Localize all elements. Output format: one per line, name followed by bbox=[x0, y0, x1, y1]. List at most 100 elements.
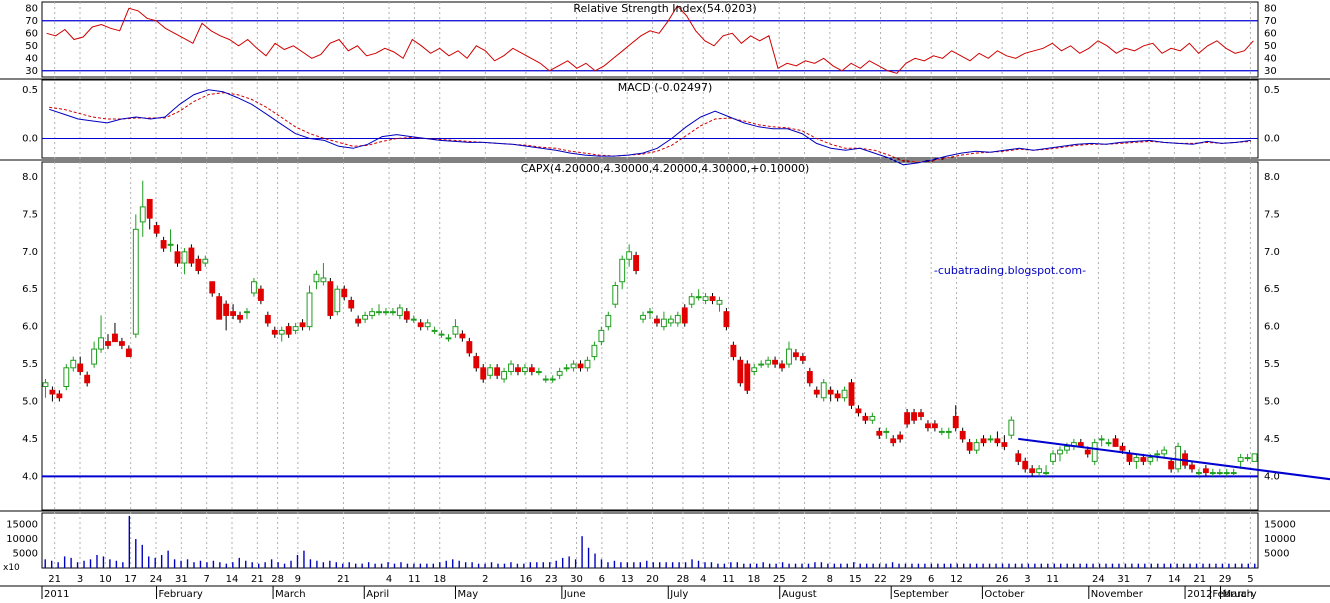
volume-ytick-left: 10000 bbox=[6, 534, 38, 545]
candle-body bbox=[139, 206, 146, 223]
candle-body bbox=[424, 322, 431, 328]
rsi-ytick-right: 30 bbox=[1264, 66, 1277, 77]
candle-body bbox=[876, 430, 883, 436]
candle-body bbox=[292, 326, 299, 331]
day-label: 11 bbox=[408, 574, 421, 585]
candle-body bbox=[389, 311, 396, 314]
month-label: September bbox=[893, 589, 949, 599]
candle-body bbox=[174, 251, 181, 264]
candle-body bbox=[1244, 457, 1251, 460]
rsi-ytick-right: 40 bbox=[1264, 53, 1277, 64]
candle-body bbox=[702, 296, 709, 301]
candle-body bbox=[445, 337, 452, 340]
rsi-ytick-left: 70 bbox=[25, 16, 38, 27]
month-label: July bbox=[669, 589, 688, 599]
candle-body bbox=[1140, 457, 1147, 462]
candle-body bbox=[369, 311, 375, 316]
price-ytick-left: 5.5 bbox=[22, 359, 38, 370]
price-ytick-right: 7.5 bbox=[1264, 209, 1280, 220]
candle-body bbox=[285, 326, 292, 335]
candle-body bbox=[542, 378, 549, 381]
day-label: 12 bbox=[950, 574, 963, 585]
candle-body bbox=[980, 438, 987, 444]
candle-body bbox=[598, 329, 605, 343]
candle-body bbox=[459, 333, 466, 339]
month-label: 2011 bbox=[44, 589, 69, 599]
candle-body bbox=[1175, 445, 1182, 470]
day-label: 24 bbox=[150, 574, 163, 585]
candle-body bbox=[897, 434, 904, 440]
candle-body bbox=[63, 367, 70, 388]
month-label: June bbox=[563, 589, 586, 599]
candle-body bbox=[431, 329, 438, 332]
candle-body bbox=[515, 367, 521, 373]
candle-body bbox=[230, 311, 237, 316]
candle-body bbox=[640, 314, 646, 320]
candle-body bbox=[1015, 453, 1022, 462]
candle-body bbox=[952, 415, 959, 429]
price-ytick-right: 7.0 bbox=[1264, 247, 1280, 258]
candle-body bbox=[883, 430, 890, 433]
vertical-grid bbox=[54, 2, 1251, 568]
candle-body bbox=[959, 430, 966, 440]
candle-body bbox=[855, 408, 862, 414]
candle-body bbox=[709, 296, 716, 301]
candle-body bbox=[806, 371, 813, 384]
month-label: 2012 bbox=[1187, 589, 1212, 599]
candle-body bbox=[362, 314, 369, 320]
candle-body bbox=[1036, 468, 1043, 474]
candle-body bbox=[890, 438, 897, 444]
month-label: October bbox=[984, 589, 1025, 599]
candle-body bbox=[570, 363, 577, 369]
rsi-ytick-left: 50 bbox=[25, 41, 38, 52]
candle-body bbox=[931, 423, 938, 429]
candle-body bbox=[556, 371, 563, 376]
candle-body bbox=[42, 382, 49, 388]
day-label: 16 bbox=[519, 574, 532, 585]
candle-body bbox=[758, 363, 765, 366]
candle-body bbox=[1154, 453, 1161, 456]
candle-body bbox=[313, 273, 320, 283]
candle-body bbox=[813, 389, 820, 395]
candle-body bbox=[466, 341, 473, 354]
day-label: 3 bbox=[77, 574, 83, 585]
macd-ytick-right: 0.0 bbox=[1264, 134, 1280, 145]
candle-body bbox=[841, 389, 848, 399]
candle-body bbox=[56, 393, 63, 399]
candle-body bbox=[1084, 449, 1091, 455]
price-ytick-left: 5.0 bbox=[22, 396, 38, 407]
price-ytick-right: 6.5 bbox=[1264, 284, 1280, 295]
day-label: 13 bbox=[621, 574, 634, 585]
rsi-ytick-left: 80 bbox=[25, 3, 38, 14]
price-ytick-right: 5.5 bbox=[1264, 359, 1280, 370]
candle-body bbox=[494, 367, 501, 376]
candle-body bbox=[1230, 472, 1237, 475]
day-label: 21 bbox=[48, 574, 61, 585]
day-label: 11 bbox=[1046, 574, 1059, 585]
candle-body bbox=[1202, 468, 1209, 474]
candle-body bbox=[1063, 445, 1070, 451]
candle-body bbox=[49, 389, 56, 395]
day-label: 28 bbox=[677, 574, 690, 585]
day-label: 11 bbox=[722, 574, 735, 585]
candle-body bbox=[862, 415, 869, 421]
candle-body bbox=[278, 329, 285, 335]
candle-body bbox=[355, 318, 362, 324]
day-label: 30 bbox=[570, 574, 583, 585]
volume-frame bbox=[41, 512, 1259, 569]
month-label: March bbox=[1223, 589, 1253, 599]
month-label: August bbox=[782, 589, 817, 599]
month-label: May bbox=[457, 589, 478, 599]
candle-body bbox=[765, 359, 772, 365]
candle-body bbox=[1216, 472, 1223, 475]
price-ytick-left: 6.0 bbox=[22, 322, 38, 333]
candle-body bbox=[792, 352, 799, 358]
candle-body bbox=[911, 412, 917, 421]
day-label: 9 bbox=[295, 574, 301, 585]
candle-body bbox=[591, 344, 598, 358]
rsi-line bbox=[46, 4, 1254, 74]
candle-body bbox=[744, 363, 751, 391]
candle-body bbox=[1161, 449, 1168, 455]
